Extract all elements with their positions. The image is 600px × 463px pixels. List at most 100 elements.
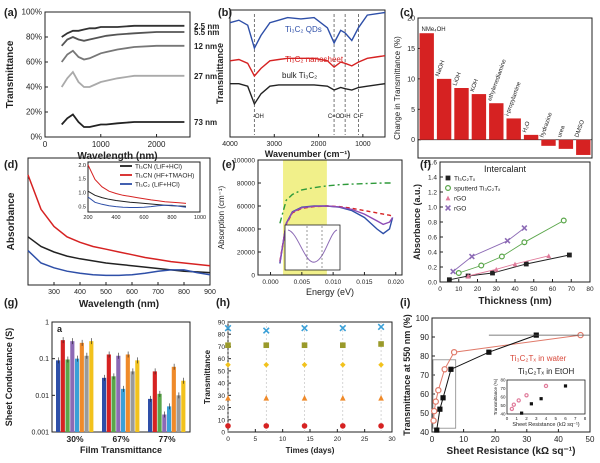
y-tick-label: 60	[218, 356, 226, 363]
inset-y-tick: 80	[500, 378, 506, 383]
data-point	[263, 423, 270, 429]
bar	[84, 355, 89, 432]
y-axis-label: Transmittance	[203, 349, 212, 404]
series-line-e	[279, 182, 393, 224]
legend-label: Ti₃C₂Tₓ	[454, 176, 476, 183]
data-point	[225, 423, 231, 429]
data-point	[511, 402, 517, 407]
category-label: NMe₄OH	[422, 27, 446, 33]
data-point	[225, 394, 231, 401]
annotation: C=O	[328, 114, 341, 120]
inset-line	[87, 196, 187, 208]
x-tick-label: 40	[554, 435, 563, 444]
data-point	[301, 342, 308, 349]
y-tick-label: 40	[420, 428, 429, 437]
data-point	[446, 277, 452, 283]
data-point	[560, 217, 567, 224]
x-axis-label: Thickness (nm)	[478, 296, 551, 307]
data-point	[301, 361, 308, 368]
panel-f: 0 10 20 30 40 50 60 70 80 0.0 0.2 0.4 0.6 0.8 1.0 1.2 1.…	[412, 160, 594, 308]
data-point	[450, 349, 458, 356]
y-tick-label: 50	[218, 368, 226, 375]
panel-letter-g: (g)	[4, 297, 18, 309]
data-point	[339, 324, 347, 332]
bar	[89, 341, 94, 432]
series-line-a	[60, 44, 185, 63]
series-label: bulk Ti₃C₂	[282, 71, 317, 80]
x-tick-label: 10	[459, 435, 468, 444]
inset-x-tick: 4	[545, 416, 548, 421]
category-label: 67%	[112, 434, 129, 444]
x-axis-label: Energy (eV)	[306, 287, 354, 297]
data-point	[504, 237, 511, 244]
data-point	[301, 423, 308, 429]
y-axis-label: Absorbance	[6, 192, 17, 250]
y-tick-label: 5	[411, 107, 415, 114]
plot-frame	[229, 9, 386, 138]
data-point	[340, 342, 346, 349]
data-point	[509, 406, 515, 412]
category-label: ethylenediamine	[487, 58, 508, 102]
x-tick-label: 30	[493, 286, 501, 293]
x-axis-label: Times (days)	[286, 446, 335, 455]
data-point	[468, 253, 475, 260]
inset-x-tick: 6	[564, 416, 567, 421]
data-point	[431, 407, 438, 415]
y-tick-label: 100%	[22, 8, 42, 17]
series-line-a	[61, 24, 185, 38]
category-label: i-propylamine	[505, 81, 523, 118]
legend-label: rGO	[454, 206, 466, 213]
legend-label: Ti₃CN (LiF+HCl)	[135, 164, 182, 171]
series-line-b	[229, 55, 386, 78]
y-tick-label: 20%	[26, 108, 42, 117]
x-tick-label: 30	[388, 436, 396, 443]
bar	[60, 340, 65, 432]
y-tick-label: 0.01	[35, 393, 49, 400]
bar	[162, 414, 167, 432]
inset-x-tick: 400	[111, 215, 120, 221]
x-axis-label: Wavelength (nm)	[79, 299, 159, 310]
y-tick-label: 10	[218, 417, 226, 424]
inset-frame	[284, 224, 341, 271]
zoom-box	[432, 359, 457, 429]
y-tick-label: 50	[420, 409, 429, 418]
bar	[506, 118, 521, 140]
series-line-b	[229, 11, 386, 50]
data-point	[546, 253, 552, 259]
data-point	[263, 361, 270, 368]
panel-d: 300 400 500 600 700 800 900 200 400 600 800 1000 0.5…	[6, 157, 216, 310]
annotation: -OH	[253, 114, 264, 120]
y-tick-label: 0.001	[31, 430, 49, 437]
y-tick-label: 1.6	[428, 160, 437, 167]
bar	[135, 360, 140, 432]
inset-x-tick: 1000	[194, 215, 206, 221]
series-label: 2.5 nm	[194, 22, 219, 31]
x-tick-label: 400	[74, 289, 86, 296]
bar	[121, 388, 126, 432]
y-tick-label: 90	[420, 333, 429, 342]
x-tick-label: 60	[549, 286, 557, 293]
panel-letter-b: (b)	[218, 7, 232, 19]
inset-x-tick: 5	[554, 416, 557, 421]
panel-c: 0 5 10 15 20 NMe₄OH NaOH LiOH KOH ethylenediamine…	[393, 16, 593, 174]
y-tick-label: 0.2	[428, 265, 437, 272]
inset-x-tick: 1	[515, 416, 518, 421]
inset-x-tick: 7	[574, 416, 577, 421]
x-tick-label: 2000	[148, 140, 166, 149]
series-line-e	[279, 205, 394, 263]
category-label: hydrazine	[540, 111, 555, 138]
y-tick-label: 60%	[26, 58, 42, 67]
inset-x-tick: 200	[83, 215, 92, 221]
data-point	[225, 361, 231, 368]
inset-x-tick: 2	[525, 416, 528, 421]
data-point	[225, 342, 231, 349]
bar	[106, 354, 111, 432]
y-tick-label: 0	[251, 273, 255, 280]
series-label: Ti₃C₂ QDs	[285, 25, 322, 34]
y-tick-label: 60000	[237, 204, 255, 211]
series-line-a	[61, 31, 185, 47]
data-point	[440, 395, 446, 401]
bar	[576, 139, 591, 155]
bar	[130, 371, 135, 432]
